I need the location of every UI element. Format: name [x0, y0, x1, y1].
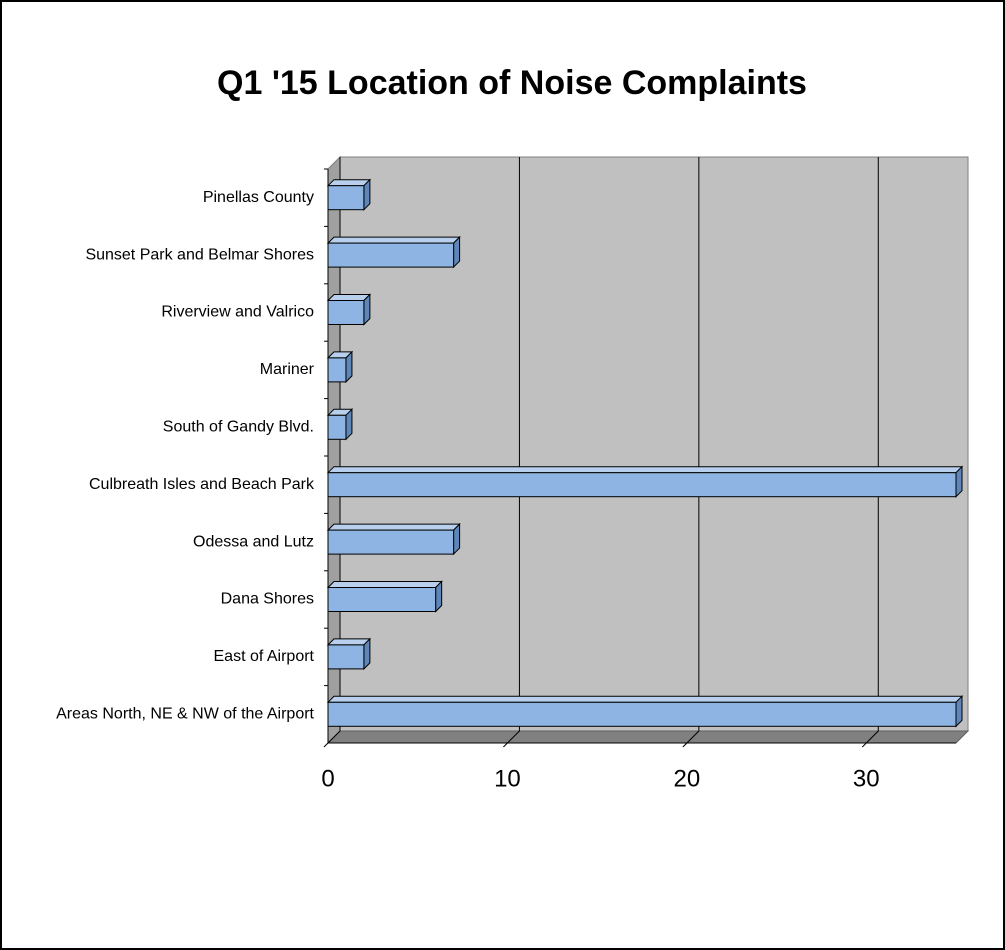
grid-line	[507, 157, 520, 744]
bar-side	[955, 695, 963, 728]
bar-side	[363, 637, 371, 671]
grid-line	[327, 157, 341, 744]
y-tick-label: East of Airport	[214, 648, 315, 665]
bar	[327, 414, 347, 440]
bar-top	[326, 638, 372, 646]
y-tick-label: Sunset Park and Belmar Shores	[85, 246, 314, 263]
y-tick-label: Areas North, NE & NW of the Airport	[56, 706, 314, 723]
y-tick-label: Dana Shores	[221, 591, 314, 608]
bar-top	[326, 236, 461, 244]
bar	[327, 472, 957, 498]
y-tick-label: Riverview and Valrico	[161, 304, 314, 321]
bar-top	[326, 179, 372, 187]
bar	[327, 185, 365, 211]
bar	[327, 357, 347, 383]
bar-side	[453, 235, 461, 269]
bar-side	[453, 522, 461, 556]
bar	[327, 300, 365, 325]
bar-top	[326, 581, 443, 588]
y-tick-label: Culbreath Isles and Beach Park	[89, 476, 315, 493]
bar	[327, 587, 437, 612]
bar	[327, 242, 455, 268]
bar-side	[435, 580, 443, 613]
grid-line	[686, 157, 700, 744]
bar-side	[363, 293, 371, 326]
x-tick	[861, 742, 867, 748]
bar	[327, 644, 365, 670]
grid-line	[865, 157, 879, 744]
x-tick-label: 30	[853, 765, 880, 792]
chart-title: Q1 '15 Location of Noise Complaints	[217, 64, 807, 102]
bar-side	[345, 408, 353, 441]
x-tick-label: 20	[674, 765, 701, 792]
x-tick	[503, 742, 508, 748]
bar-side	[363, 178, 371, 211]
bar-top	[326, 695, 964, 703]
bar-side	[345, 350, 353, 384]
bar	[327, 701, 957, 727]
x-tick	[682, 742, 688, 748]
y-tick-label: Mariner	[260, 361, 315, 378]
bar-top	[326, 523, 461, 531]
bar-top	[326, 466, 964, 474]
y-tick-label: Odessa and Lutz	[193, 533, 314, 550]
y-tick-label: South of Gandy Blvd.	[163, 419, 314, 436]
x-tick-label: 0	[321, 765, 334, 792]
bar-side	[955, 465, 963, 498]
bar-top	[326, 294, 372, 301]
x-tick	[323, 742, 329, 748]
bar	[327, 529, 455, 555]
y-tick-label: Pinellas County	[203, 189, 314, 206]
x-tick-label: 10	[494, 765, 521, 792]
